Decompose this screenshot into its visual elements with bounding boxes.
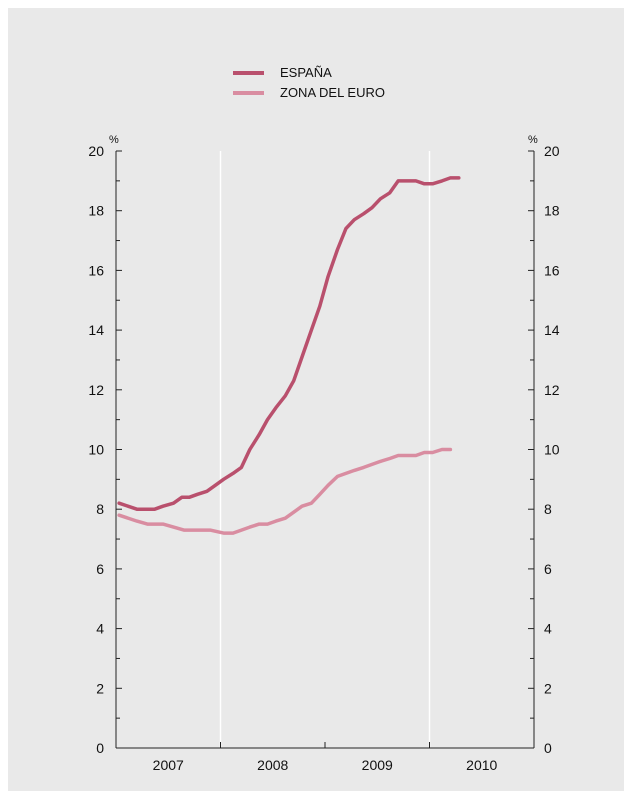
- left-y-tick-label: 12: [88, 382, 104, 398]
- chart-panel: [8, 8, 624, 791]
- left-y-tick-label: 18: [88, 203, 104, 219]
- x-tick-label: 2009: [362, 757, 393, 773]
- x-tick-label: 2007: [153, 757, 184, 773]
- left-y-tick-label: 16: [88, 262, 104, 278]
- left-y-tick-label: 20: [88, 143, 104, 159]
- legend-label-euro-zone: ZONA DEL EURO: [280, 85, 385, 100]
- left-axis-unit: %: [109, 134, 119, 146]
- right-y-tick-label: 12: [544, 382, 560, 398]
- series-line-espana: [117, 176, 461, 511]
- right-axis-unit: %: [528, 134, 538, 146]
- right-y-tick-label: 18: [544, 203, 560, 219]
- left-y-tick-label: 14: [88, 322, 104, 338]
- right-y-tick-label: 16: [544, 262, 560, 278]
- right-y-tick-label: 14: [544, 322, 560, 338]
- left-y-tick-label: 6: [96, 561, 104, 577]
- axes: 0 0 2 2 4 4 6 6 8 8 10 10 12 12 14 14 16 16 18 18 20 20 2007 20…: [88, 143, 559, 773]
- left-y-tick-label: 0: [96, 740, 104, 756]
- left-y-tick-label: 2: [96, 680, 104, 696]
- right-y-tick-label: 10: [544, 442, 560, 458]
- gridlines: [219, 151, 431, 748]
- right-y-tick-label: 2: [544, 680, 552, 696]
- right-y-tick-label: 8: [544, 501, 552, 517]
- left-y-tick-label: 8: [96, 501, 104, 517]
- series-lines: [117, 176, 461, 535]
- x-tick-label: 2010: [466, 757, 497, 773]
- right-y-tick-label: 6: [544, 561, 552, 577]
- right-y-tick-label: 4: [544, 621, 552, 637]
- series-line-euro-zone: [117, 447, 453, 535]
- left-y-tick-label: 4: [96, 621, 104, 637]
- x-tick-label: 2008: [257, 757, 288, 773]
- left-y-tick-label: 10: [88, 442, 104, 458]
- right-y-tick-label: 20: [544, 143, 560, 159]
- legend: ESPAÑA ZONA DEL EURO: [233, 65, 385, 100]
- right-y-tick-label: 0: [544, 740, 552, 756]
- legend-label-espana: ESPAÑA: [280, 65, 332, 80]
